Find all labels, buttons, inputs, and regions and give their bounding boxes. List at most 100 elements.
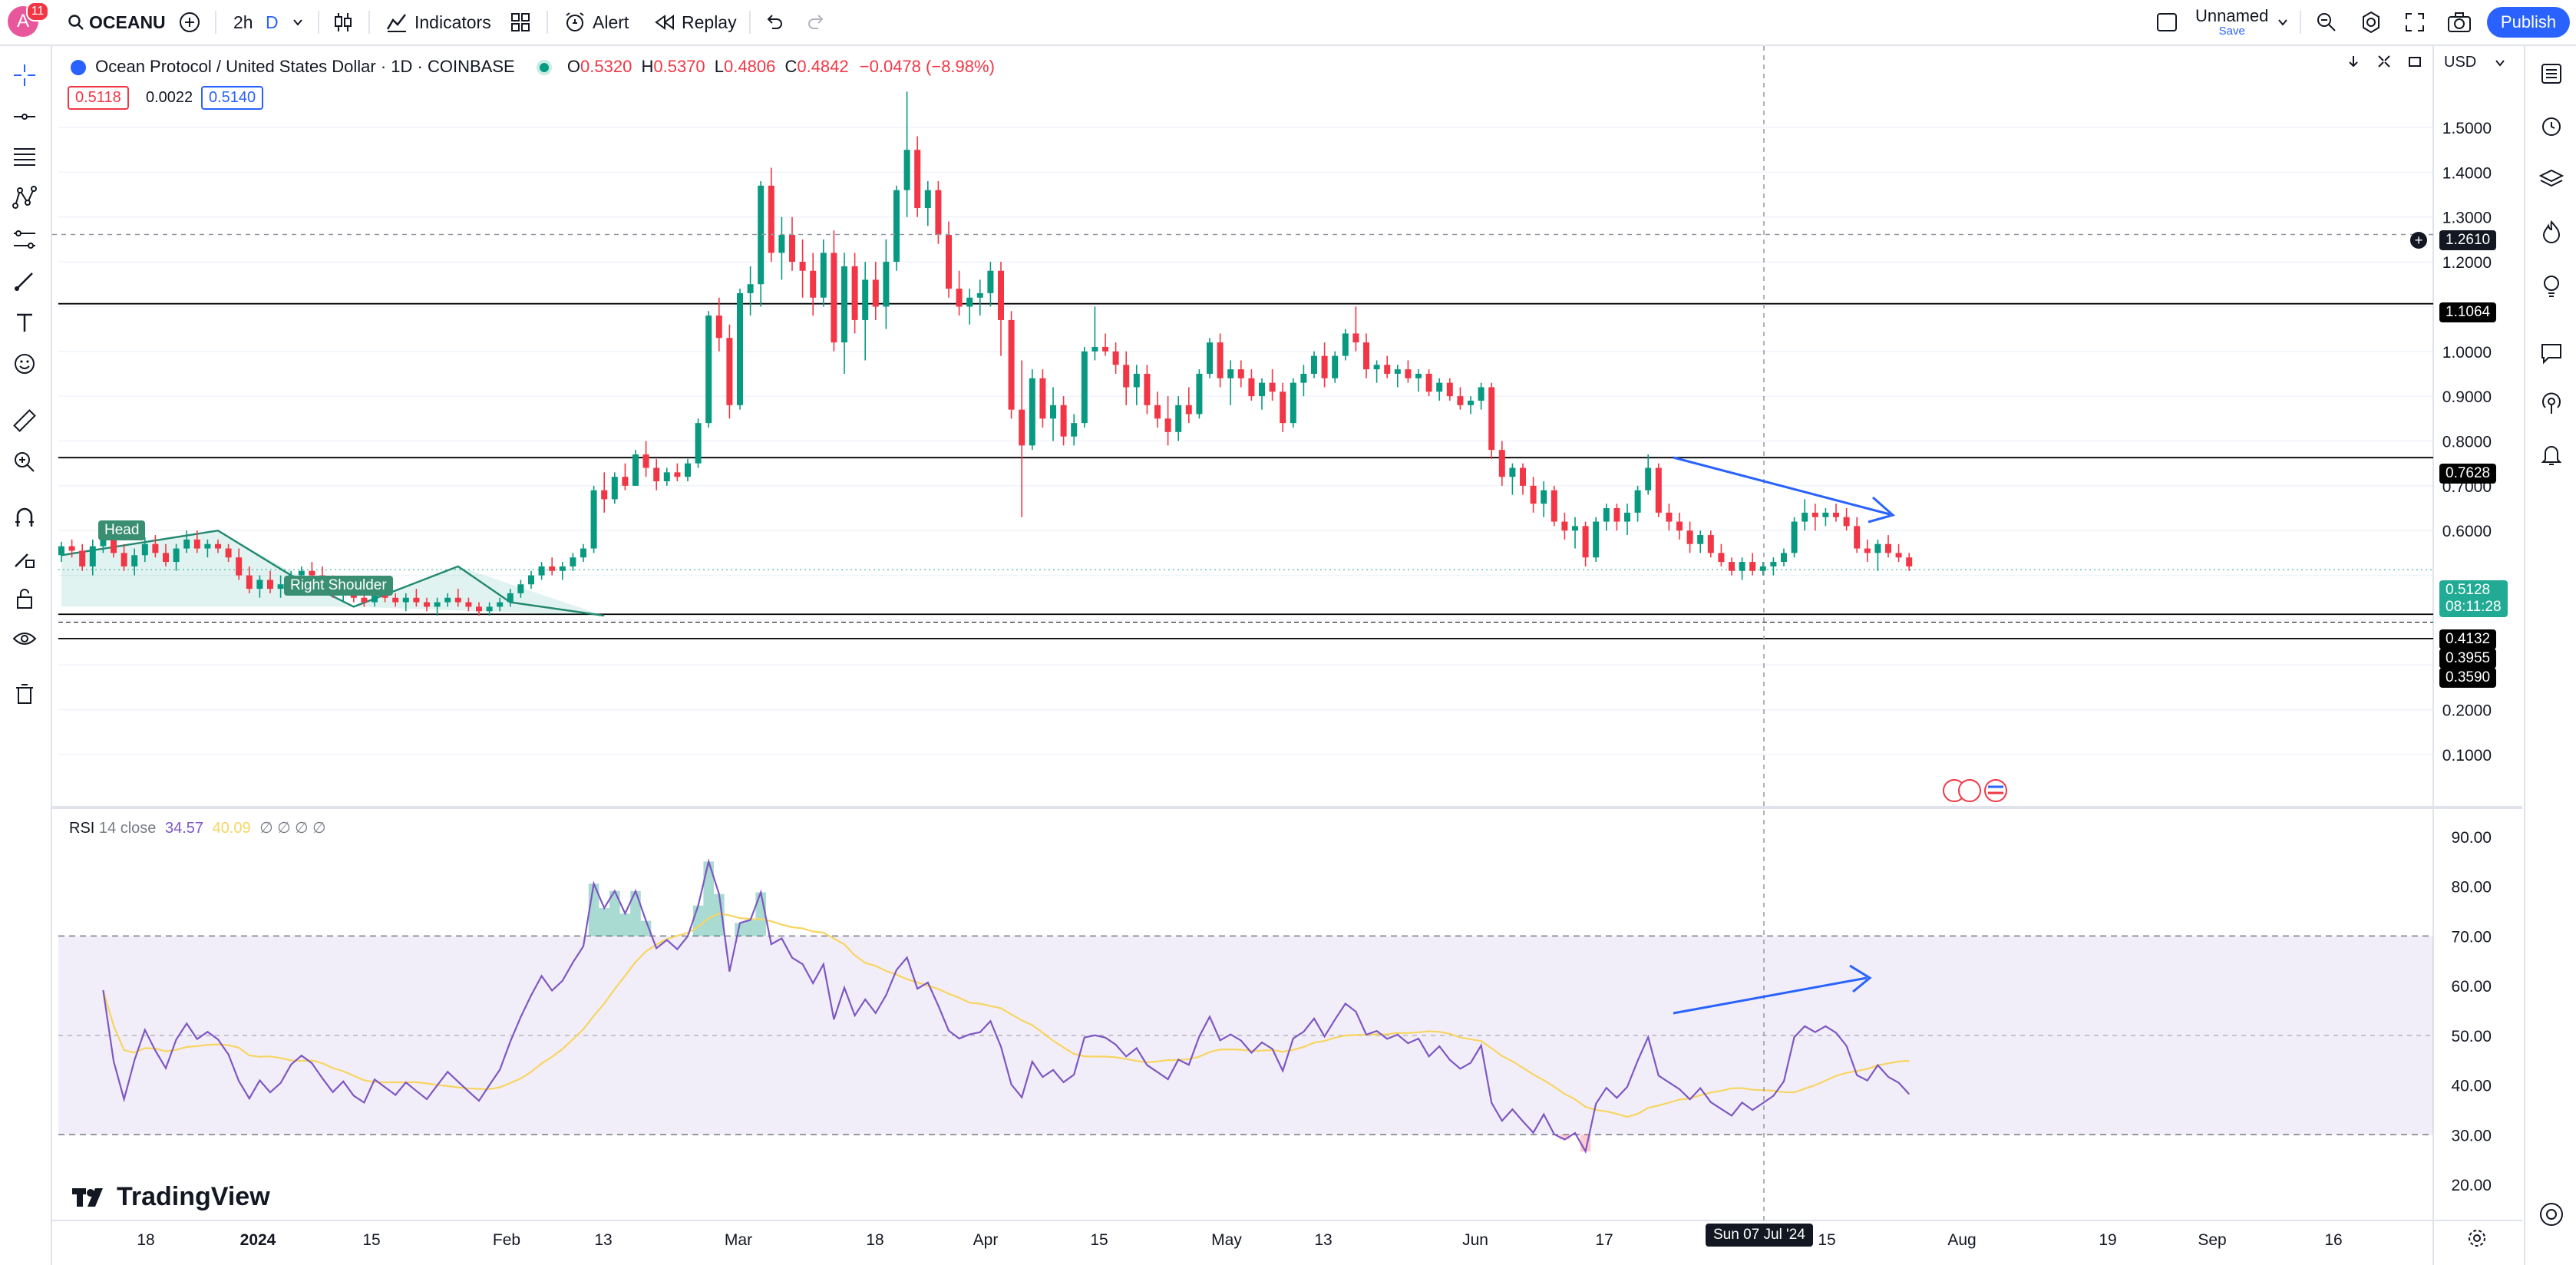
ideas-button[interactable] bbox=[2536, 270, 2567, 301]
time-axis-label: Apr bbox=[973, 1231, 999, 1249]
candle-body bbox=[1425, 373, 1432, 392]
rsi-extra: ∅ ∅ ∅ ∅ bbox=[259, 820, 326, 837]
settings-button[interactable] bbox=[2360, 0, 2383, 45]
candle-body bbox=[1311, 355, 1317, 374]
notifications-button[interactable] bbox=[2536, 439, 2567, 470]
level5-price: 0.3590 bbox=[2446, 669, 2491, 685]
candle-body bbox=[89, 546, 96, 566]
tradingview-logo[interactable]: TradingView bbox=[72, 1182, 270, 1212]
replay-button[interactable]: Replay bbox=[654, 0, 737, 45]
layout-name-button[interactable]: Unnamed Save bbox=[2195, 0, 2268, 45]
top-toolbar: A 11 OCEANU 2h D Indicators Alert Replay bbox=[0, 0, 2576, 46]
emoji-tool[interactable] bbox=[9, 348, 40, 379]
candle-body bbox=[163, 553, 169, 563]
help-button[interactable] bbox=[2536, 1199, 2567, 1230]
sell-price-button[interactable]: 0.5118 bbox=[68, 86, 129, 110]
pencil-lock-icon bbox=[15, 553, 35, 568]
fullscreen-button[interactable] bbox=[2404, 0, 2426, 45]
crosshair-tool[interactable] bbox=[9, 60, 40, 91]
candle-body bbox=[1091, 346, 1098, 352]
candle-body bbox=[486, 606, 493, 612]
forecast-tool[interactable] bbox=[9, 224, 40, 255]
object-tree-button[interactable] bbox=[2536, 164, 2567, 195]
magnet-tool[interactable] bbox=[9, 502, 40, 533]
level-price-tag: 0.3590 bbox=[2439, 668, 2497, 688]
interval-daily-button[interactable]: D bbox=[266, 0, 279, 45]
hide-drawings-tool[interactable] bbox=[9, 623, 40, 654]
rsi-overbought-segment bbox=[619, 913, 631, 936]
collapse-icon bbox=[2378, 55, 2390, 68]
layout-dropdown[interactable] bbox=[2277, 0, 2289, 45]
candle-body bbox=[497, 602, 504, 607]
candle-body bbox=[1050, 405, 1056, 419]
layouts-button[interactable] bbox=[510, 0, 531, 45]
chevron-down-icon bbox=[2278, 19, 2287, 26]
candle-body bbox=[1572, 526, 1578, 531]
candle-body bbox=[1217, 342, 1224, 378]
rsi-legend[interactable]: RSI 14 close 34.57 40.09 ∅ ∅ ∅ ∅ bbox=[69, 818, 326, 837]
chats-button[interactable] bbox=[2536, 338, 2567, 368]
price-trend-arrow[interactable] bbox=[1673, 456, 1891, 516]
symbol-search-button[interactable]: OCEANU bbox=[68, 0, 166, 45]
pattern-tool[interactable] bbox=[9, 183, 40, 213]
undo-button[interactable] bbox=[763, 0, 784, 45]
redo-button[interactable] bbox=[806, 0, 827, 45]
alert-button[interactable]: Alert bbox=[563, 0, 629, 45]
square-icon bbox=[2157, 13, 2177, 31]
alerts-button[interactable] bbox=[2536, 111, 2567, 141]
head-label[interactable]: Head bbox=[98, 520, 146, 540]
candle-body bbox=[946, 235, 952, 289]
hotlists-button[interactable] bbox=[2536, 216, 2567, 247]
interval-button[interactable]: 2h bbox=[233, 0, 253, 45]
rsi-axis-label: 50.00 bbox=[2451, 1028, 2492, 1045]
ruler-tool[interactable] bbox=[9, 405, 40, 436]
candle-body bbox=[663, 472, 670, 482]
interval-dropdown[interactable] bbox=[292, 0, 304, 45]
candle-body bbox=[1854, 526, 1861, 549]
quick-search-button[interactable] bbox=[2315, 0, 2338, 45]
close-label: C bbox=[784, 57, 798, 76]
publish-button[interactable]: Publish bbox=[2487, 7, 2570, 38]
candle-body bbox=[1551, 490, 1557, 522]
broadcasts-button[interactable] bbox=[2536, 388, 2567, 419]
candle-body bbox=[1739, 562, 1745, 571]
remove-drawings-tool[interactable] bbox=[9, 679, 40, 709]
candle-body bbox=[193, 539, 200, 549]
symbol-legend[interactable]: Ocean Protocol / United States Dollar · … bbox=[71, 57, 995, 77]
candles[interactable] bbox=[58, 91, 1913, 616]
currency-dropdown[interactable]: USD bbox=[2444, 54, 2505, 71]
head-shoulders-pattern[interactable] bbox=[61, 529, 605, 617]
trend-line-tool[interactable] bbox=[9, 101, 40, 132]
zoom-tool[interactable] bbox=[9, 447, 40, 477]
stay-in-drawing-tool[interactable] bbox=[9, 543, 40, 574]
candle-body bbox=[1561, 521, 1568, 531]
candle-body bbox=[476, 606, 482, 612]
restore-pane-button[interactable] bbox=[2407, 54, 2422, 73]
interval-unit-label: D bbox=[266, 12, 279, 32]
lock-drawings-tool[interactable] bbox=[9, 583, 40, 614]
indicators-button[interactable]: Indicators bbox=[385, 0, 491, 45]
fib-tool[interactable] bbox=[9, 141, 40, 172]
economic-events-icon[interactable] bbox=[1943, 779, 2007, 802]
watchlist-button[interactable] bbox=[2536, 58, 2567, 89]
snapshot-button[interactable] bbox=[2447, 0, 2472, 45]
scroll-down-button[interactable] bbox=[2346, 54, 2361, 74]
maximize-pane-button[interactable] bbox=[2376, 54, 2392, 73]
compare-symbol-button[interactable] bbox=[178, 0, 201, 45]
chart-type-button[interactable] bbox=[332, 0, 355, 45]
right-shoulder-label[interactable]: Right Shoulder bbox=[284, 576, 393, 596]
axis-settings-button[interactable] bbox=[2467, 1228, 2487, 1252]
brush-tool[interactable] bbox=[9, 266, 40, 296]
candle-body bbox=[465, 602, 472, 607]
rsi-trend-arrow[interactable] bbox=[1673, 976, 1868, 1015]
time-axis-label: Aug bbox=[1947, 1231, 1976, 1249]
layout-select-checkbox[interactable] bbox=[2155, 0, 2178, 45]
candle-body bbox=[1102, 346, 1108, 352]
add-alert-button[interactable]: + bbox=[2410, 232, 2427, 249]
candle-body bbox=[590, 490, 597, 549]
text-tool[interactable] bbox=[9, 307, 40, 338]
price-axis-label: 1.2000 bbox=[2442, 254, 2492, 272]
buy-price-button[interactable]: 0.5140 bbox=[201, 86, 264, 110]
tradingview-logo-icon bbox=[72, 1187, 103, 1207]
